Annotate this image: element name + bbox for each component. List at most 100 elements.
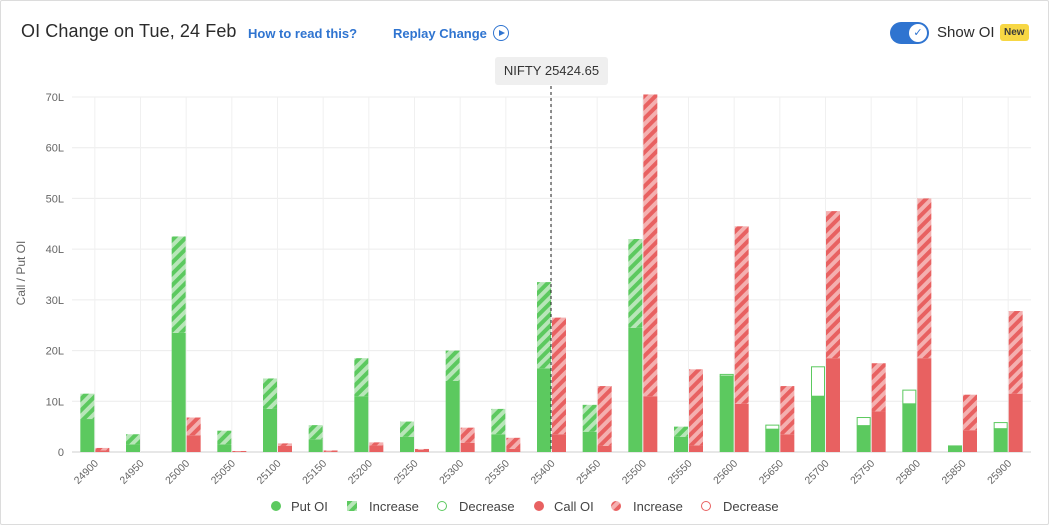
legend-put-increase-label: Increase [369, 499, 419, 514]
x-tick-label: 25050 [209, 458, 238, 487]
call-oi-bar [597, 445, 612, 452]
put-oi-bar [263, 408, 277, 452]
put-decrease-bar [811, 366, 825, 397]
put-oi-bar [217, 444, 232, 452]
put-increase-bar [308, 425, 323, 440]
put-oi-bar [811, 396, 825, 452]
call-increase-bar [917, 198, 932, 359]
y-tick-label: 30L [46, 295, 64, 307]
call-increase-bar [871, 363, 886, 412]
x-tick-label: 25550 [665, 458, 694, 487]
put-oi-bar [491, 434, 506, 452]
show-oi-label: Show OI [937, 24, 995, 41]
legend-put-oi-label: Put OI [291, 499, 328, 514]
x-tick-label: 24950 [117, 458, 146, 487]
y-tick-label: 20L [46, 346, 64, 358]
put-oi-bar [628, 327, 643, 452]
x-tick-label: 25600 [711, 458, 740, 487]
put-oi-swatch-icon [271, 501, 281, 511]
call-increase-bar [369, 442, 384, 446]
put-increase-bar [582, 404, 597, 432]
put-increase-bar [263, 378, 277, 409]
put-increase-bar [445, 350, 460, 381]
call-increase-bar [506, 437, 521, 449]
put-oi-bar [719, 375, 734, 452]
y-tick-label: 0 [58, 447, 64, 459]
x-tick-label: 25450 [574, 458, 603, 487]
put-oi-bar [993, 428, 1008, 452]
call-increase-bar [780, 386, 795, 435]
page-title: OI Change on Tue, 24 Feb [21, 21, 237, 41]
call-oi-bar [871, 411, 886, 452]
call-increase-bar [95, 447, 110, 451]
call-oi-bar [506, 448, 521, 452]
call-oi-bar [415, 449, 429, 452]
call-decrease-swatch-icon [701, 501, 711, 511]
put-oi-bar [948, 445, 962, 452]
y-tick-label: 40L [46, 244, 64, 256]
call-increase-bar [826, 211, 840, 359]
x-tick-label: 24900 [72, 458, 101, 487]
call-oi-bar [963, 430, 977, 452]
put-oi-bar [582, 431, 597, 452]
put-oi-bar [308, 439, 323, 452]
x-tick-label: 25700 [802, 458, 831, 487]
x-tick-label: 25850 [939, 458, 968, 487]
put-increase-bar [537, 282, 551, 369]
put-increase-bar [217, 430, 232, 445]
oi-change-chart: 0 10L 20L 30L 40L 50L 60L 70L 24900 24950 25000 250… [14, 86, 1031, 487]
spot-price-tooltip: NIFTY 25424.65 [495, 57, 608, 85]
put-decrease-bar [765, 424, 780, 430]
call-oi-bar [734, 403, 749, 452]
call-oi-bar [278, 445, 292, 452]
x-tick-label: 25350 [483, 458, 512, 487]
call-oi-bar [643, 396, 658, 452]
x-tick-label: 25150 [300, 458, 329, 487]
put-oi-bar [856, 425, 871, 452]
put-oi-bar [765, 429, 780, 452]
x-tick-label: 25200 [346, 458, 375, 487]
y-tick-label: 10L [46, 396, 64, 408]
x-tick-label: 25750 [848, 458, 877, 487]
x-tick-label: 25900 [985, 458, 1014, 487]
put-oi-bar [445, 381, 460, 452]
play-circle-icon[interactable] [493, 25, 509, 41]
legend-call-decrease-label: Decrease [723, 499, 779, 514]
call-increase-bar [415, 448, 429, 450]
call-increase-bar [734, 226, 749, 404]
put-increase-bar [354, 358, 369, 397]
call-increase-bar [232, 450, 247, 452]
call-increase-bar [643, 94, 658, 397]
legend-call-oi-label: Call OI [554, 499, 594, 514]
call-oi-bar [780, 434, 795, 452]
call-oi-bar [95, 450, 110, 452]
put-increase-bar [674, 426, 688, 437]
new-badge: New [1000, 24, 1029, 41]
put-increase-bar [491, 408, 506, 435]
call-increase-bar [186, 417, 201, 436]
how-to-read-link[interactable]: How to read this? [248, 26, 358, 41]
show-oi-toggle[interactable]: ✓ [890, 22, 929, 44]
call-oi-bar [232, 451, 247, 452]
call-increase-bar [963, 394, 977, 431]
put-increase-bar [80, 393, 95, 420]
put-oi-bar [80, 419, 95, 452]
put-oi-bar [400, 436, 414, 452]
call-oi-bar [186, 435, 201, 452]
call-oi-bar [552, 434, 566, 452]
call-increase-bar [460, 427, 475, 443]
call-oi-bar [826, 358, 840, 452]
put-increase-bar [628, 239, 643, 328]
put-decrease-bar [856, 417, 871, 427]
replay-change-link[interactable]: Replay Change [393, 26, 487, 41]
call-oi-bar [689, 445, 703, 452]
call-increase-bar [552, 317, 566, 435]
call-oi-bar [1008, 393, 1023, 452]
legend-call-increase-label: Increase [633, 499, 683, 514]
put-increase-bar [171, 236, 186, 333]
call-increase-bar [278, 443, 292, 446]
call-oi-bar [323, 451, 338, 452]
put-oi-bar [902, 403, 917, 452]
put-oi-bar [126, 444, 140, 452]
call-oi-bar [917, 358, 932, 452]
